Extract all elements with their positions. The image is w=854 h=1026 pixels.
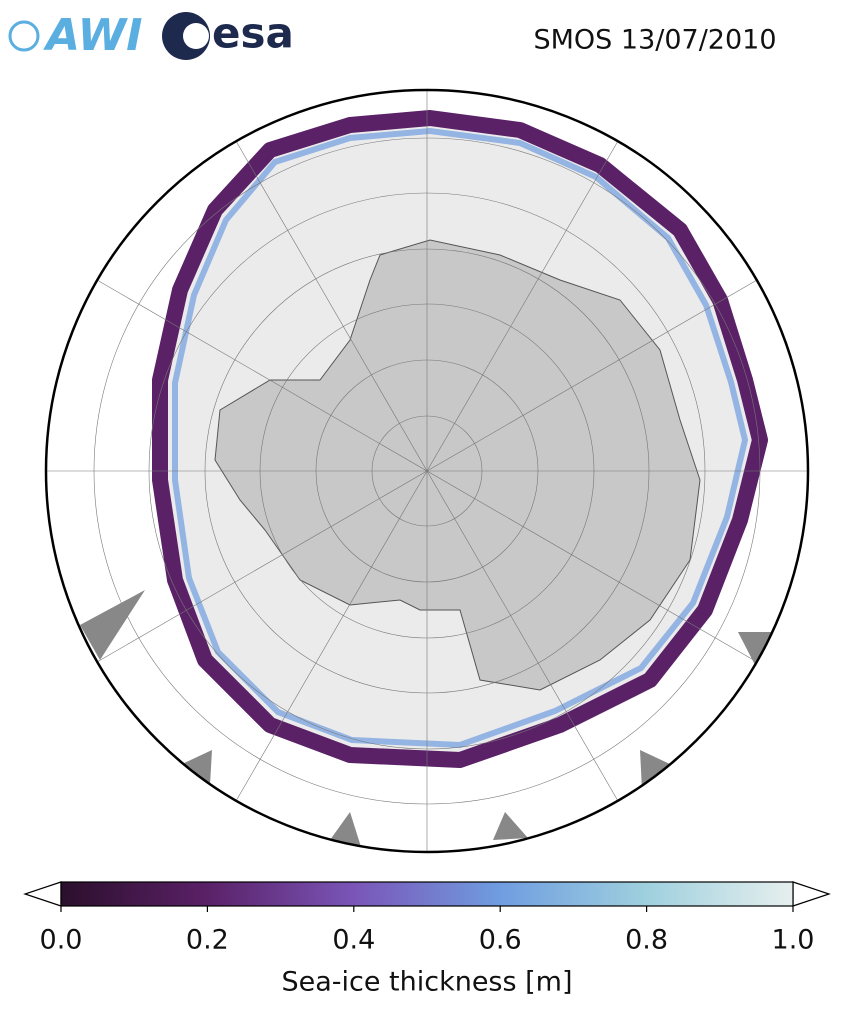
colorbar-tick-label: 0.6 bbox=[479, 925, 522, 956]
colorbar-tick-label: 0.4 bbox=[332, 925, 375, 956]
colorbar: 0.0 0.2 0.4 0.6 0.8 1.0 bbox=[23, 881, 831, 956]
logo-text: AWI bbox=[43, 10, 143, 61]
colorbar-label: Sea-ice thickness [m] bbox=[281, 967, 572, 998]
logo-text: esa bbox=[212, 9, 294, 58]
colorbar-gradient bbox=[60, 881, 794, 907]
antarctica bbox=[214, 239, 701, 691]
map bbox=[46, 90, 808, 852]
colorbar-tick-label: 1.0 bbox=[772, 925, 815, 956]
title: SMOS 13/07/2010 bbox=[533, 25, 776, 56]
colorbar-tick-label: 0.8 bbox=[625, 925, 668, 956]
colorbar-tick-label: 0.0 bbox=[40, 925, 83, 956]
awi-logo: AWI bbox=[8, 10, 143, 61]
map-boundary bbox=[44, 88, 810, 854]
esa-logo: esa bbox=[162, 9, 294, 60]
graticule bbox=[46, 90, 808, 852]
colorbar-tick-label: 0.2 bbox=[186, 925, 229, 956]
